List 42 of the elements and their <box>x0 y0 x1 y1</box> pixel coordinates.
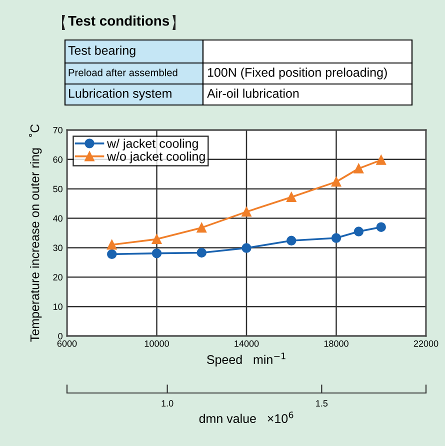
y-tick-label: 70 <box>53 126 62 134</box>
x-tick-label: 18000 <box>324 340 348 347</box>
x-tick-label: 14000 <box>234 340 259 347</box>
point <box>286 192 296 202</box>
text: Lubrication system <box>69 88 172 100</box>
y-tick-label: 30 <box>53 244 62 252</box>
text: 100N (Fixed position preloading) <box>208 68 387 80</box>
x-tick-label: 6000 <box>57 340 77 347</box>
point <box>152 234 162 244</box>
text: Test conditions <box>68 16 170 26</box>
point <box>376 222 386 232</box>
text: Preload after assembled <box>68 68 178 76</box>
text: Test bearing <box>68 46 136 58</box>
legend-label: w/o jacket cooling <box>106 152 205 164</box>
point <box>152 248 162 258</box>
x-axis-title: Speed min$^{−1}$ <box>207 352 286 367</box>
point <box>196 248 206 258</box>
y-tick-label: 50 <box>53 186 62 192</box>
point <box>331 176 342 187</box>
x2-axis-title: dmn value ×10$^{6}$ <box>199 412 294 423</box>
y-axis-title: Temperature increase on outer ring ˚C <box>29 124 42 342</box>
x-tick-label: 10000 <box>144 340 169 347</box>
x2-tick-label: 1.0 <box>162 400 174 407</box>
x2-tick-label: 1.5 <box>316 400 328 407</box>
y-tick-label: 20 <box>53 274 62 281</box>
legend-label: w/ jacket cooling <box>106 138 198 150</box>
point <box>107 249 117 260</box>
point <box>354 226 364 236</box>
x-tick-label: 22000 <box>414 340 438 347</box>
point <box>242 243 252 253</box>
point <box>354 164 364 174</box>
y-tick-label: 0 <box>58 332 62 340</box>
point <box>242 206 252 217</box>
point <box>107 240 117 250</box>
y-tick-label: 60 <box>53 156 62 163</box>
point <box>196 222 206 233</box>
point <box>286 236 296 246</box>
text: Air-oil lubrication <box>207 88 299 98</box>
y-tick-label: 40 <box>53 215 62 222</box>
point <box>376 155 386 165</box>
y-tick-label: 10 <box>53 304 62 310</box>
point <box>331 233 342 243</box>
